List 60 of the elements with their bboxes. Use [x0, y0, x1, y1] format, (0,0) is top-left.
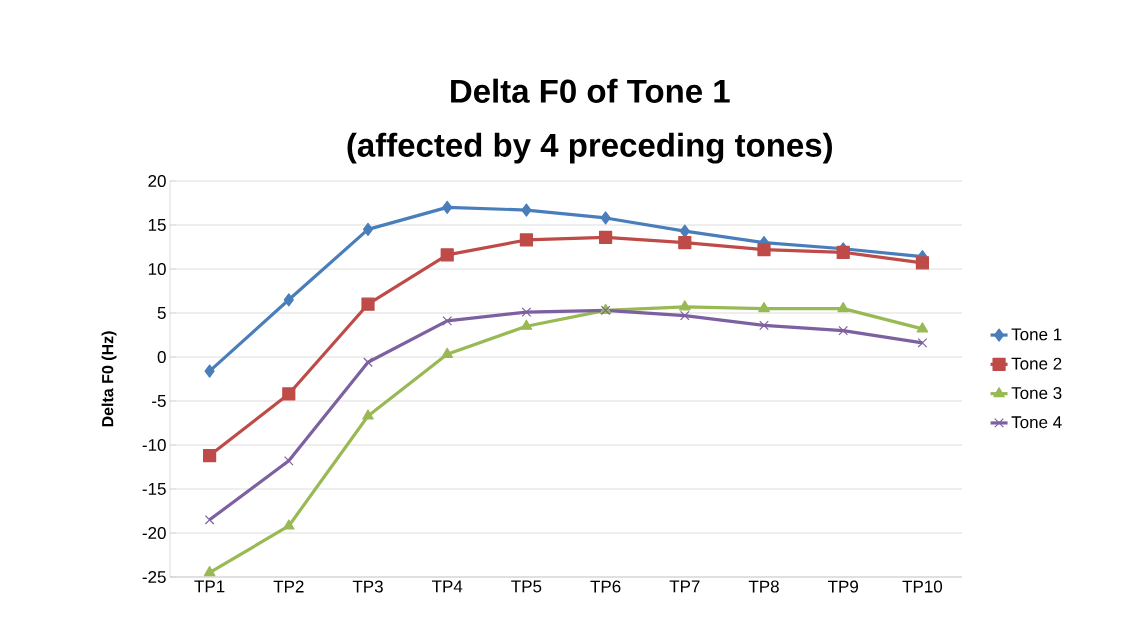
y-tick-label: 20: [148, 174, 166, 188]
legend-label: Tone 2: [1011, 357, 1062, 370]
point: [519, 233, 534, 247]
point: [204, 364, 215, 378]
chart-subtitle: (affected by 4 preceding tones): [347, 132, 832, 164]
point: [204, 514, 215, 525]
y-tick-label: 15: [148, 219, 166, 231]
x-tick-label: TP2: [273, 580, 304, 593]
point: [759, 320, 769, 331]
point: [362, 409, 374, 420]
point: [917, 338, 928, 348]
y-tick-label: -10: [142, 438, 166, 452]
y-tick-label: 5: [157, 307, 166, 319]
legend-label: Tone 3: [1011, 386, 1062, 400]
point: [915, 256, 930, 270]
point: [283, 293, 294, 307]
point: [679, 300, 691, 311]
point: [600, 211, 611, 225]
point: [521, 203, 532, 217]
point: [363, 357, 373, 368]
x-tick-label: TP8: [748, 580, 779, 593]
point: [679, 310, 690, 321]
point: [203, 448, 217, 463]
point: [599, 230, 613, 244]
point: [282, 387, 296, 401]
point: [521, 307, 532, 317]
point: [757, 243, 771, 257]
point: [442, 316, 453, 326]
point: [520, 319, 533, 330]
y-tick-label: -15: [142, 483, 166, 495]
x-tick-label: TP9: [827, 580, 858, 593]
point: [678, 236, 692, 250]
point: [838, 325, 849, 336]
x-tick-label: TP10: [902, 580, 943, 593]
point: [837, 302, 849, 313]
y-tick-label: -20: [142, 526, 166, 540]
point: [441, 347, 453, 358]
x-tick-label: TP5: [511, 580, 542, 593]
y-tick-label: 0: [157, 350, 166, 364]
point: [440, 248, 454, 262]
x-tick-label: TP3: [352, 580, 383, 593]
y-tick-label: 10: [148, 262, 166, 276]
x-tick-label: TP7: [669, 580, 700, 593]
point: [758, 302, 770, 313]
y-tick-label: -5: [152, 395, 166, 407]
point: [362, 222, 374, 236]
point: [916, 322, 929, 333]
x-tick-label: TP1: [194, 580, 225, 593]
point: [679, 224, 690, 238]
point: [203, 566, 216, 577]
point: [442, 200, 453, 214]
y-axis-title: Delta F0 (Hz): [101, 331, 117, 427]
point: [283, 519, 295, 530]
legend-label: Tone 1: [1011, 328, 1062, 341]
x-tick-label: TP4: [431, 580, 463, 593]
legend-label: Tone 4: [1011, 416, 1062, 429]
x-tick-label: TP6: [590, 580, 621, 593]
chart-title: Delta F0 of Tone 1: [451, 78, 730, 103]
point: [361, 297, 375, 311]
y-tick-label: -25: [142, 570, 166, 584]
